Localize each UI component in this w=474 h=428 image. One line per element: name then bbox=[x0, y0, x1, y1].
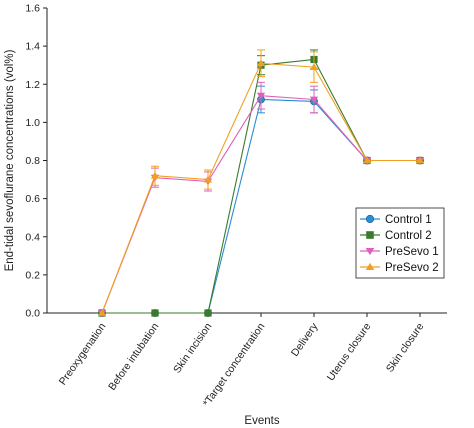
data-point bbox=[204, 309, 212, 317]
x-tick-label: Skin closure bbox=[384, 321, 427, 375]
data-point bbox=[365, 262, 375, 271]
y-tick-label: 1.0 bbox=[25, 117, 40, 129]
legend-label: PreSevo 2 bbox=[385, 262, 439, 274]
x-tick-label: Delivery bbox=[289, 320, 321, 359]
x-tick-label: Preoxygenation bbox=[57, 321, 109, 388]
x-axis-title: Events bbox=[244, 415, 279, 427]
data-point bbox=[415, 156, 425, 164]
legend-label: PreSevo 1 bbox=[385, 246, 439, 258]
y-tick-label: 0.6 bbox=[25, 193, 40, 205]
series-line bbox=[101, 95, 420, 314]
x-tick-label: Before intubation bbox=[106, 321, 161, 393]
data-point bbox=[150, 171, 160, 179]
data-point bbox=[97, 309, 107, 316]
data-point bbox=[309, 96, 319, 104]
data-point bbox=[365, 214, 375, 224]
data-point bbox=[309, 63, 319, 70]
y-axis-title: End-tidal sevoflurane concentrations (vo… bbox=[4, 49, 16, 271]
legend: Control 1 Control 2 PreSevo 1 PreSevo 2 bbox=[355, 207, 445, 279]
y-tick-label: 0.2 bbox=[25, 269, 40, 281]
legend-label: Control 1 bbox=[385, 214, 432, 226]
data-point bbox=[362, 156, 372, 164]
data-point bbox=[203, 175, 213, 183]
x-tick-label: Skin incision bbox=[171, 321, 214, 376]
series-group bbox=[97, 49, 425, 317]
data-point bbox=[366, 231, 374, 239]
x-tick-label: Uterus closure bbox=[325, 321, 374, 383]
series-line bbox=[102, 98, 420, 314]
y-tick-label: 0.4 bbox=[25, 231, 40, 243]
data-point bbox=[256, 92, 266, 100]
y-tick-label: 1.6 bbox=[25, 3, 40, 15]
y-tick-label: 1.4 bbox=[25, 41, 40, 53]
legend-label: Control 2 bbox=[385, 230, 432, 242]
y-ticks: 0.0 0.2 0.4 0.6 0.8 1.0 1.2 1.4 1.6 bbox=[25, 3, 47, 320]
data-point bbox=[365, 247, 375, 256]
series-control-1 bbox=[98, 85, 424, 317]
series-presevo-2 bbox=[97, 49, 425, 316]
y-tick-label: 0.0 bbox=[25, 308, 40, 320]
y-tick-label: 0.8 bbox=[25, 155, 40, 167]
x-tick-label: *Target concentration bbox=[201, 321, 268, 409]
data-point bbox=[151, 309, 159, 317]
y-tick-label: 1.2 bbox=[25, 79, 40, 91]
data-point bbox=[256, 59, 266, 67]
series-presevo-1 bbox=[97, 81, 425, 317]
